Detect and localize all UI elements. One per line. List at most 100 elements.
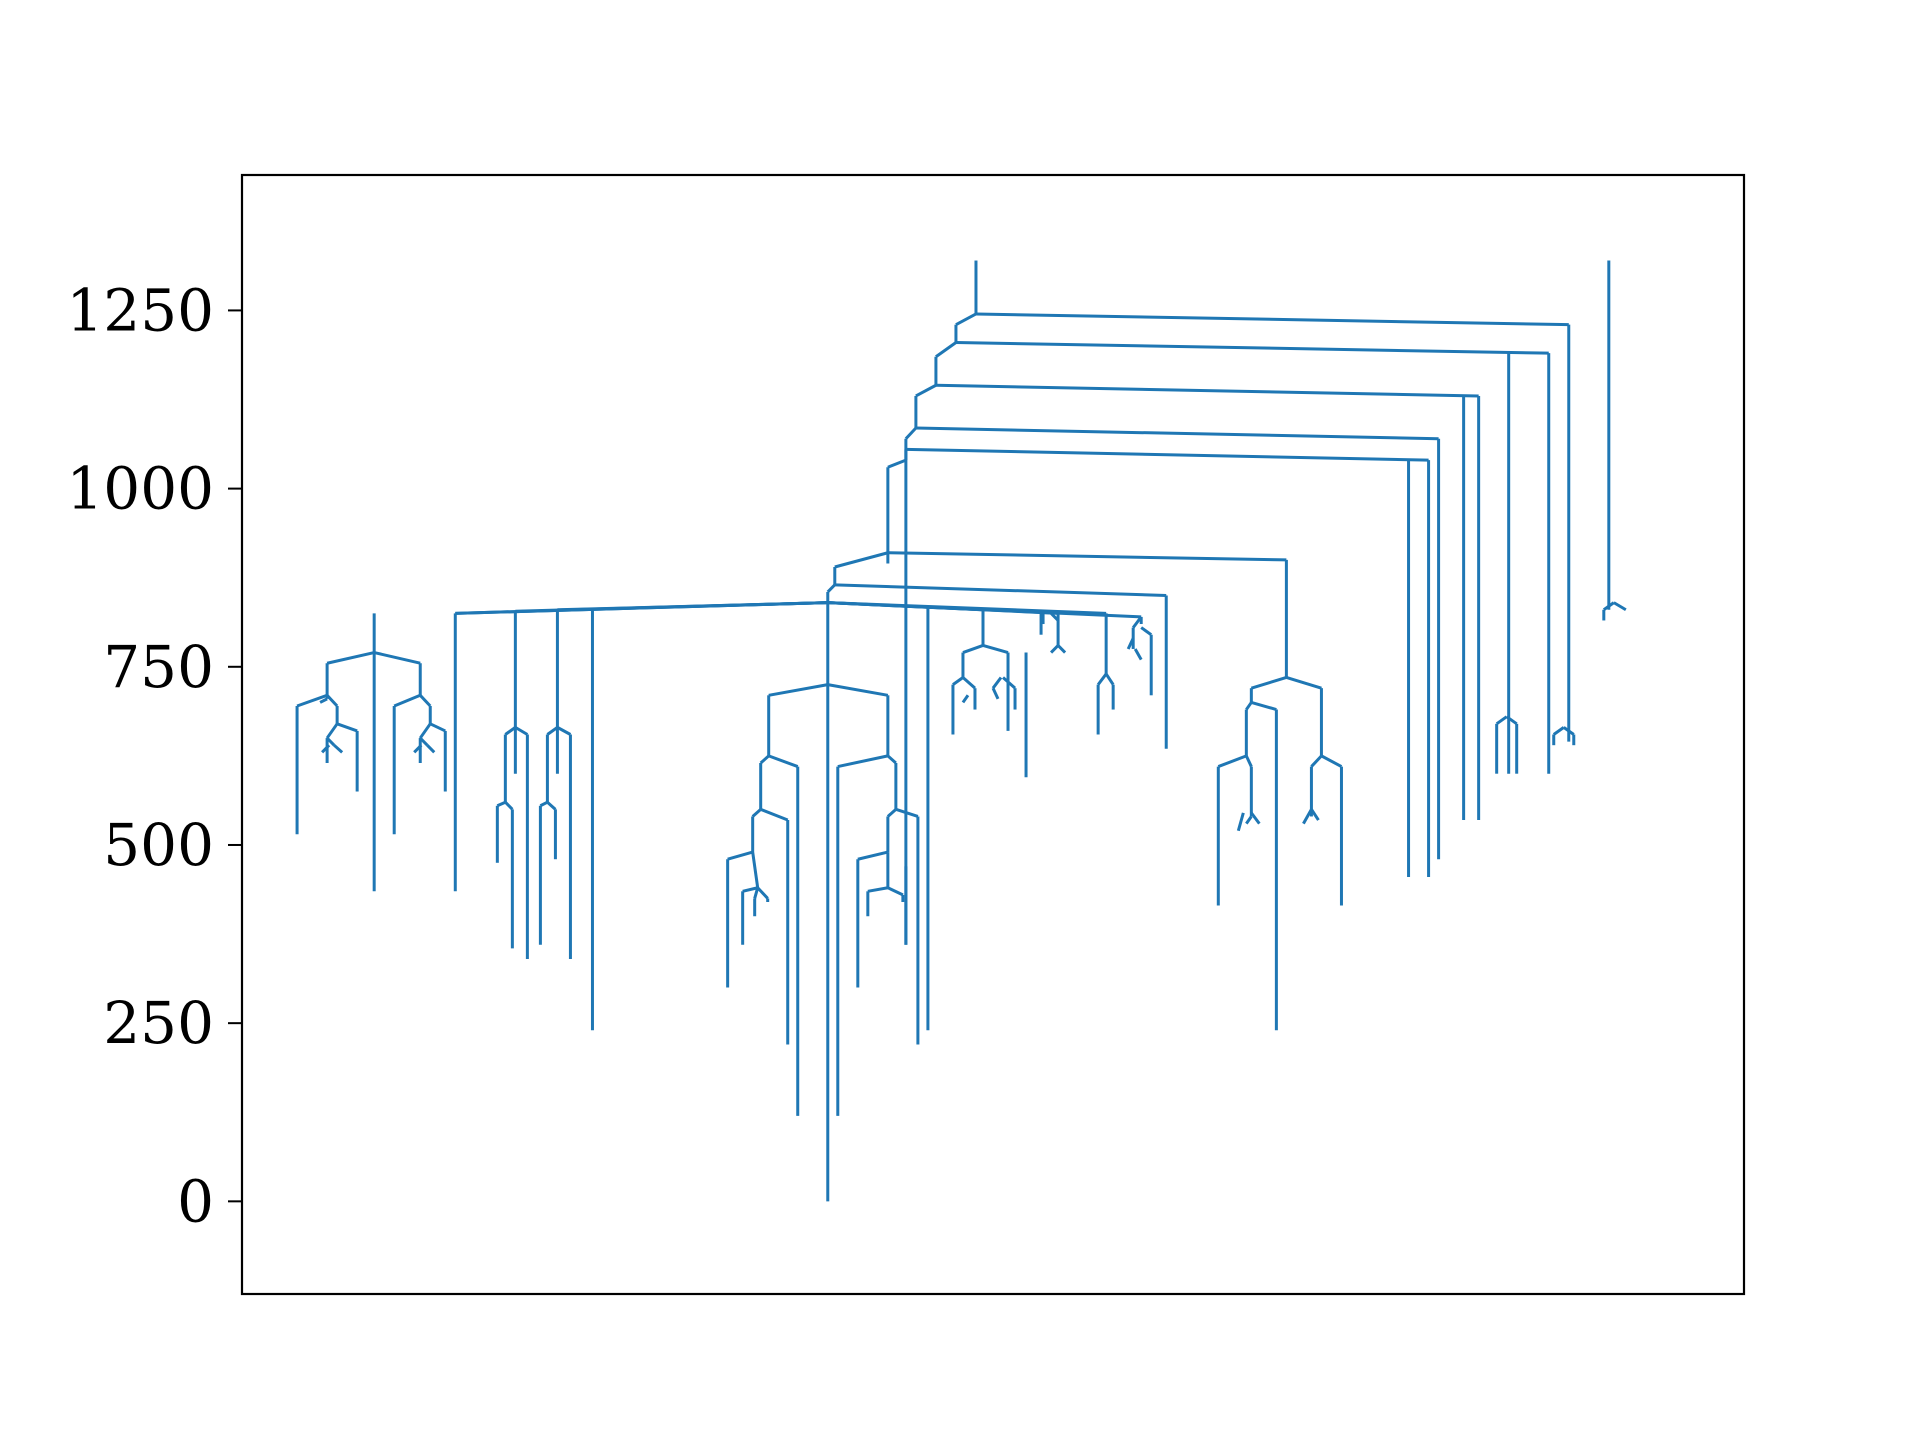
lc-b2 <box>419 694 432 708</box>
lc-a3 <box>325 722 339 739</box>
ct-r3 <box>886 808 897 818</box>
hub-left <box>455 601 828 615</box>
rr7 <box>1250 812 1261 825</box>
bracket-860 <box>834 583 1167 598</box>
lc-c3 <box>514 726 529 736</box>
rc19 <box>1133 648 1143 661</box>
rc7 <box>991 687 1000 700</box>
rc1 <box>962 643 984 654</box>
rr1 <box>1250 676 1287 690</box>
lc-a1 <box>296 693 328 708</box>
hub-to-r4 <box>827 601 1142 619</box>
lc-c1 <box>496 800 506 808</box>
rr8 <box>1236 812 1245 832</box>
rc5 <box>961 694 970 704</box>
y-tick-label: 750 <box>103 633 214 701</box>
rc14 <box>1096 673 1108 686</box>
lc-b1 <box>393 693 421 708</box>
ct-l5 <box>727 850 754 861</box>
lc-b4 <box>426 744 436 754</box>
lc-b2 <box>429 722 446 733</box>
bracket-1080 <box>915 426 1439 441</box>
ct-r2 <box>886 754 897 765</box>
rr5 <box>1217 754 1247 768</box>
leaf-right-c <box>1505 715 1518 726</box>
lc-b4 <box>419 737 429 747</box>
trunk-mid <box>826 583 836 594</box>
bracket-1200 <box>955 340 1549 355</box>
y-axis: 0 250 500 750 1000 1250 <box>66 276 242 1235</box>
rr3 <box>1245 701 1253 711</box>
ct-l7 <box>756 886 769 900</box>
ct-l8 <box>753 887 760 899</box>
trunk-right <box>935 341 957 358</box>
rc13 <box>1057 644 1067 654</box>
rc2 <box>982 643 1009 654</box>
lc-d1 <box>539 800 549 808</box>
isolated-leaf <box>1602 601 1615 611</box>
lc-d1 <box>546 726 559 736</box>
lc-a <box>326 651 375 665</box>
lc-c1 <box>504 726 517 736</box>
ct-l1 <box>759 754 770 765</box>
bracket-1050 <box>905 447 1429 462</box>
rc8 <box>1002 676 1017 690</box>
lc-a2 <box>326 694 339 708</box>
isolated-leaf <box>1613 601 1627 612</box>
y-tick-label: 250 <box>103 989 214 1057</box>
dendrogram-branches <box>295 260 1627 1202</box>
leaf-right-d <box>1562 726 1575 736</box>
bracket-900 <box>887 551 1287 562</box>
ct-r1 <box>837 754 889 769</box>
trunk-right <box>887 458 907 469</box>
rc12 <box>1050 644 1060 654</box>
ct-l4 <box>760 807 789 822</box>
y-tick-label: 1000 <box>66 455 214 523</box>
rc17 <box>1140 626 1153 636</box>
trunk-right <box>904 426 917 440</box>
rr6 <box>1244 755 1253 768</box>
rc4 <box>961 676 976 690</box>
ct-r4 <box>857 850 889 861</box>
lc-a4 <box>333 744 344 754</box>
lc-a-drop <box>319 697 328 704</box>
rc15 <box>1104 673 1115 686</box>
rr11 <box>1310 754 1323 768</box>
rc11 <box>1050 612 1060 622</box>
ct-l6 <box>751 851 760 888</box>
axes-frame <box>240 173 1746 1296</box>
y-tick-label: 1250 <box>66 276 214 344</box>
rc16 <box>1131 615 1143 629</box>
rr2 <box>1285 676 1322 690</box>
rr10 <box>1320 754 1343 768</box>
lc-d3 <box>556 726 572 736</box>
ct-l2 <box>751 808 762 818</box>
y-tick-label: 500 <box>103 811 214 879</box>
ct-left <box>768 683 829 697</box>
rr6 <box>1245 815 1253 825</box>
y-tick-label: 0 <box>177 1167 214 1235</box>
ct-right <box>827 683 889 697</box>
lc-a5 <box>321 744 331 754</box>
rc7 <box>991 676 1003 690</box>
lc-b3 <box>419 722 432 739</box>
rr4 <box>1250 700 1277 711</box>
rc18 <box>1126 637 1135 650</box>
lc-c2 <box>504 801 514 811</box>
lc-a2 <box>336 722 358 733</box>
trunk-right <box>915 383 937 398</box>
rc3 <box>952 676 964 686</box>
rr12 <box>1310 808 1320 821</box>
bracket-1250 <box>975 312 1569 327</box>
ct-l3 <box>768 754 799 768</box>
trunk-right <box>955 312 977 326</box>
ct-r6 <box>887 886 904 897</box>
ct-r5 <box>867 886 889 893</box>
ct-r2 <box>895 807 919 818</box>
lc-d2 <box>546 801 557 811</box>
lc-a4 <box>326 737 336 747</box>
leaf-right-c <box>1495 715 1508 726</box>
rr13 <box>1302 808 1313 825</box>
leaf-right-d <box>1552 726 1565 736</box>
